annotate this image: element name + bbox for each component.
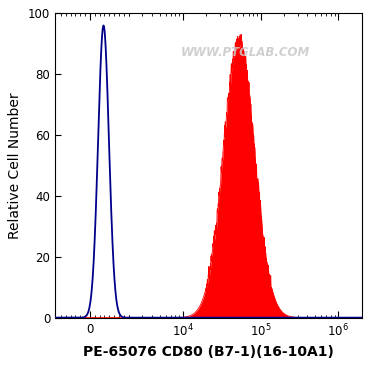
Text: WWW.PTGLAB.COM: WWW.PTGLAB.COM — [181, 46, 310, 59]
X-axis label: PE-65076 CD80 (B7-1)(16-10A1): PE-65076 CD80 (B7-1)(16-10A1) — [83, 345, 334, 359]
Y-axis label: Relative Cell Number: Relative Cell Number — [9, 92, 22, 239]
